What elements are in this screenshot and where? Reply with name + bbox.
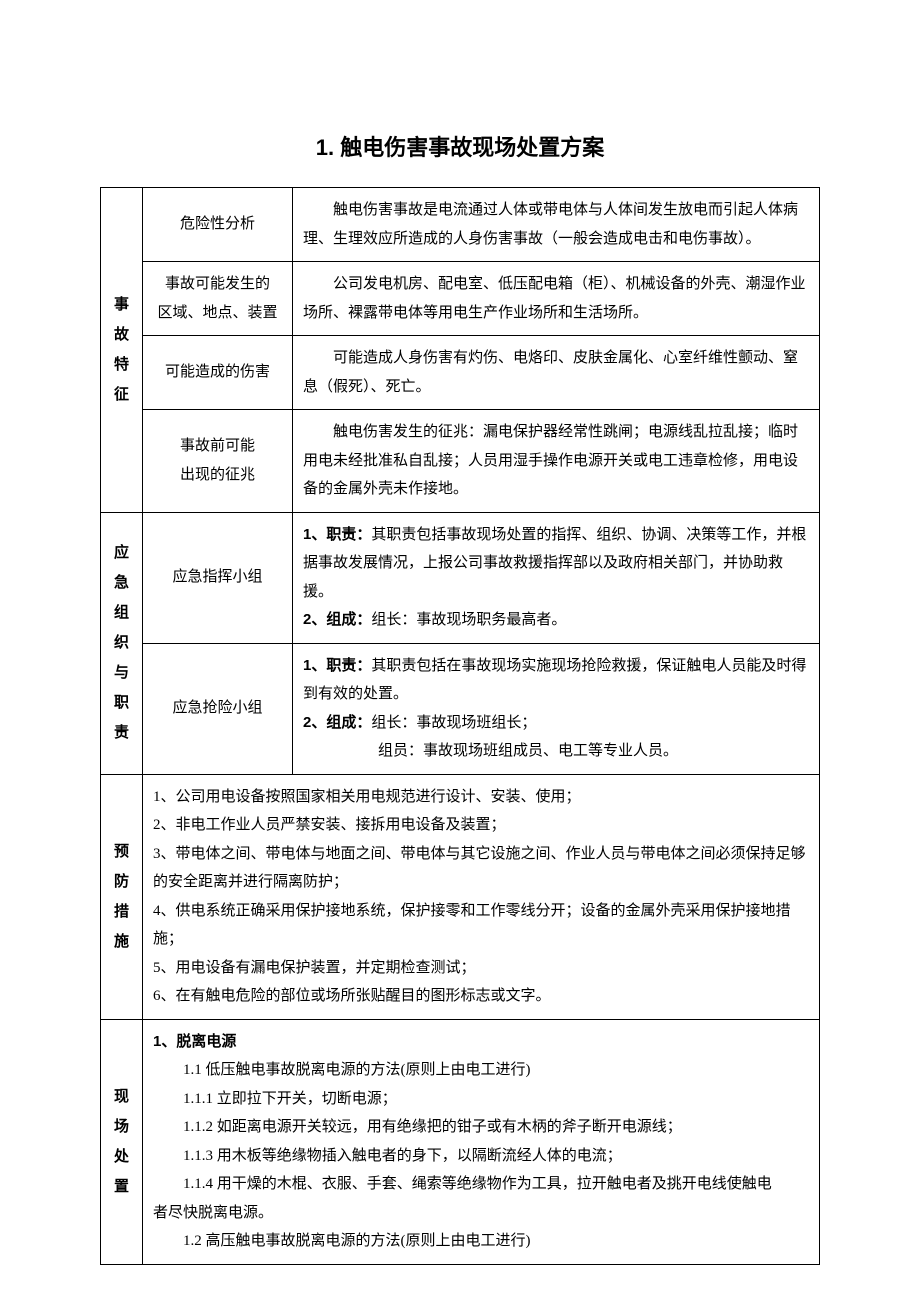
s2r2-body: 1、职责：其职责包括在事故现场实施现场抢险救援，保证触电人员能及时得到有效的处置… bbox=[293, 643, 820, 774]
section-3-label: 预防措施 bbox=[101, 774, 143, 1019]
s1r2-sub: 事故可能发生的 区域、地点、装置 bbox=[143, 262, 293, 336]
section-1-label: 事故特征 bbox=[101, 188, 143, 513]
s1r4-body: 触电伤害发生的征兆：漏电保护器经常性跳闸；电源线乱拉乱接；临时用电未经批准私自乱… bbox=[293, 410, 820, 513]
s2r1-sub: 应急指挥小组 bbox=[143, 512, 293, 643]
s1r4-sub: 事故前可能 出现的征兆 bbox=[143, 410, 293, 513]
s1r3-body: 可能造成人身伤害有灼伤、电烙印、皮肤金属化、心室纤维性颤动、窒息（假死）、死亡。 bbox=[293, 336, 820, 410]
s4-body: 1、脱离电源 1.1 低压触电事故脱离电源的方法(原则上由电工进行) 1.1.1… bbox=[143, 1019, 820, 1264]
page-title: 1. 触电伤害事故现场处置方案 bbox=[100, 130, 820, 162]
s1r2-body: 公司发电机房、配电室、低压配电箱（柜）、机械设备的外壳、潮湿作业场所、裸露带电体… bbox=[293, 262, 820, 336]
section-2-label: 应急组织与职责 bbox=[101, 512, 143, 774]
s1r3-sub: 可能造成的伤害 bbox=[143, 336, 293, 410]
s2r2-sub: 应急抢险小组 bbox=[143, 643, 293, 774]
s1r1-body: 触电伤害事故是电流通过人体或带电体与人体间发生放电而引起人体病理、生理效应所造成… bbox=[293, 188, 820, 262]
section-4-label: 现场处置 bbox=[101, 1019, 143, 1264]
s1r1-sub: 危险性分析 bbox=[143, 188, 293, 262]
s3-body: 1、公司用电设备按照国家相关用电规范进行设计、安装、使用； 2、非电工作业人员严… bbox=[143, 774, 820, 1019]
plan-table: 事故特征 危险性分析 触电伤害事故是电流通过人体或带电体与人体间发生放电而引起人… bbox=[100, 187, 820, 1265]
s2r1-body: 1、职责：其职责包括事故现场处置的指挥、组织、协调、决策等工作，并根据事故发展情… bbox=[293, 512, 820, 643]
